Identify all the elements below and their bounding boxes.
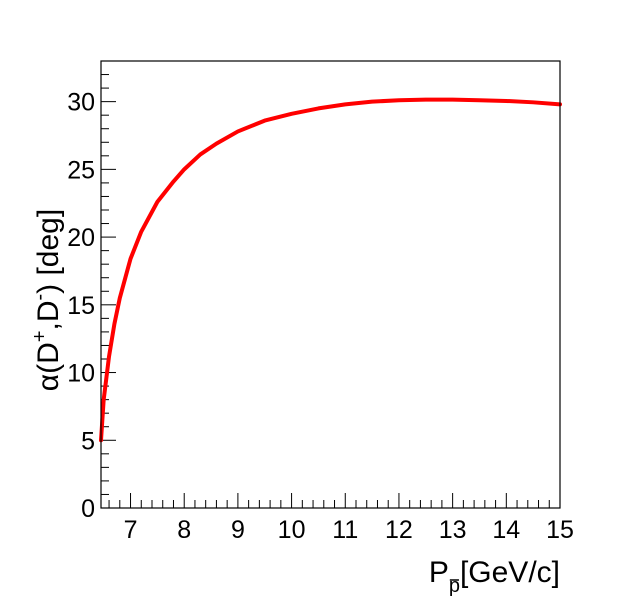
x-tick-label: 9	[231, 516, 245, 544]
y-tick-label: 20	[67, 224, 95, 252]
x-tick-label: 10	[278, 516, 306, 544]
ticks-layer	[101, 60, 561, 509]
y-axis-title: α(D+,D-) [deg]	[29, 209, 65, 391]
x-tick-label: 13	[439, 516, 467, 544]
x-tick-label: 15	[546, 516, 574, 544]
x-tick-label: 8	[177, 516, 191, 544]
y-tick-label: 25	[67, 156, 95, 184]
y-tick-label: 15	[67, 292, 95, 320]
series-layer	[99, 97, 562, 443]
plot-frame	[100, 60, 561, 509]
x-tick-label: 12	[385, 516, 413, 544]
series-line	[99, 97, 562, 443]
y-tick-label: 10	[67, 360, 95, 388]
y-tick-label: 30	[67, 89, 95, 117]
y-tick-label: 5	[81, 427, 95, 455]
tick-labels-layer: 7 8 9 10 11 12 13 14 15 0 5 10 15 20 25 30	[67, 89, 574, 544]
x-axis-title: Pp[GeV/c]	[429, 556, 560, 597]
y-tick-label: 0	[81, 495, 95, 523]
x-tick-label: 14	[492, 516, 520, 544]
x-tick-label: 11	[332, 516, 358, 544]
x-tick-label: 7	[124, 516, 138, 544]
